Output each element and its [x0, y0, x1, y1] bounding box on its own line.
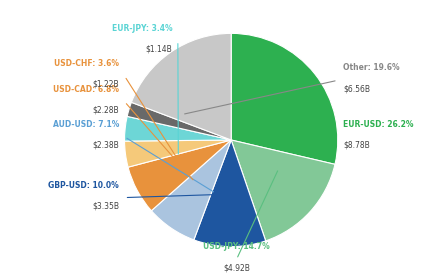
Text: AUD-USD: 7.1%: AUD-USD: 7.1% [53, 120, 119, 129]
Wedge shape [151, 140, 231, 240]
Text: $6.56B: $6.56B [343, 84, 370, 93]
Text: $4.92B: $4.92B [223, 263, 250, 272]
Text: $3.35B: $3.35B [92, 201, 119, 210]
Wedge shape [231, 140, 335, 241]
Wedge shape [127, 102, 231, 140]
Wedge shape [124, 116, 231, 141]
Text: $2.38B: $2.38B [93, 141, 119, 150]
Text: USD-JPY: 14.7%: USD-JPY: 14.7% [203, 242, 270, 251]
Text: $1.14B: $1.14B [146, 45, 172, 53]
Wedge shape [124, 140, 231, 167]
Text: USD-CAD: 6.8%: USD-CAD: 6.8% [53, 85, 119, 94]
Text: $8.78B: $8.78B [343, 141, 370, 150]
Text: EUR-JPY: 3.4%: EUR-JPY: 3.4% [112, 24, 172, 33]
Text: EUR-USD: 26.2%: EUR-USD: 26.2% [343, 120, 414, 129]
Wedge shape [231, 33, 338, 164]
Text: Other: 19.6%: Other: 19.6% [343, 63, 400, 72]
Text: GBP-USD: 10.0%: GBP-USD: 10.0% [49, 181, 119, 190]
Wedge shape [131, 33, 231, 140]
Wedge shape [194, 140, 266, 247]
Text: $1.22B: $1.22B [93, 80, 119, 89]
Text: $2.28B: $2.28B [93, 105, 119, 114]
Text: USD-CHF: 3.6%: USD-CHF: 3.6% [54, 59, 119, 68]
Wedge shape [128, 140, 231, 211]
